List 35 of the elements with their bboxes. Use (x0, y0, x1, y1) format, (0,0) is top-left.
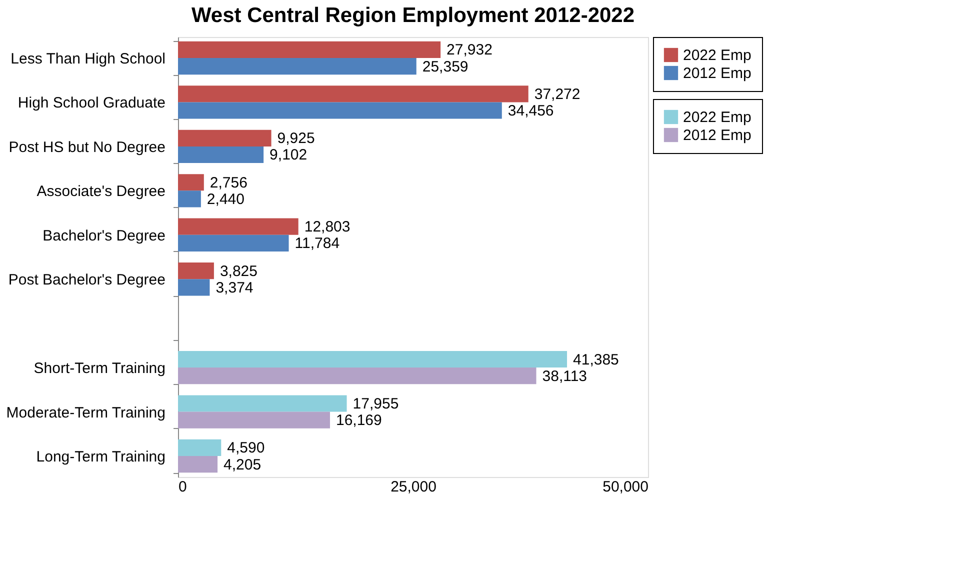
data-label: 25,359 (422, 58, 468, 76)
y-tick-label: Moderate-Term Training (6, 404, 166, 422)
data-label: 27,932 (446, 42, 492, 59)
data-label: 16,169 (336, 412, 382, 430)
data-label: 37,272 (534, 86, 580, 103)
data-label: 38,113 (542, 368, 588, 385)
y-tick-label: Post HS but No Degree (8, 138, 166, 156)
data-label: 2,756 (210, 174, 248, 192)
data-label: 34,456 (508, 102, 554, 120)
data-label: 2,440 (206, 190, 244, 208)
y-tick-label: Long-Term Training (36, 448, 166, 466)
y-tick-label: Post Bachelor's Degree (8, 272, 166, 289)
legend-label: 2022 Emp (683, 47, 752, 64)
data-label: 11,784 (294, 235, 340, 252)
chart-title: West Central Region Employment 2012-2022 (191, 4, 635, 27)
legend-label: 2012 Emp (683, 65, 752, 82)
data-label: 4,205 (224, 456, 262, 474)
x-tick-label: 50,000 (602, 478, 648, 496)
y-tick-label: Less Than High School (10, 50, 166, 68)
data-label: 9,102 (270, 146, 308, 164)
y-tick-label: Bachelor's Degree (42, 227, 166, 244)
y-tick-label: High School Graduate (18, 94, 166, 112)
data-label: 3,374 (216, 279, 254, 296)
data-label: 9,925 (277, 130, 315, 148)
data-label: 41,385 (573, 351, 619, 368)
legend-label: 2012 Emp (683, 127, 752, 144)
data-label: 3,825 (220, 262, 258, 280)
x-tick-label: 0 (178, 478, 187, 496)
y-tick-label: Associate's Degree (36, 183, 166, 200)
data-label: 4,590 (227, 440, 265, 457)
legend-label: 2022 Emp (683, 109, 752, 126)
data-label: 17,955 (352, 395, 399, 412)
y-tick-label: Short-Term Training (34, 360, 166, 378)
x-tick-label: 25,000 (390, 478, 436, 496)
data-label: 12,803 (304, 218, 350, 236)
